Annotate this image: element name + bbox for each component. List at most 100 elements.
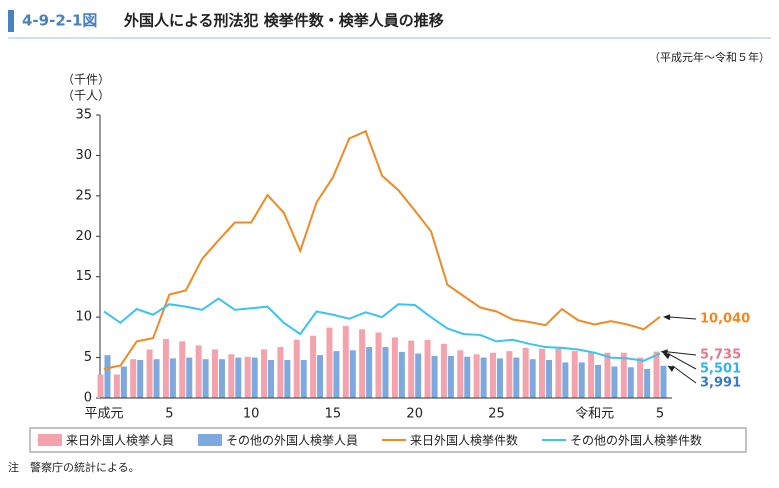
header-bar [8, 10, 14, 32]
bar [251, 357, 258, 398]
legend-swatch [38, 434, 62, 446]
y-label: （千人） [62, 89, 110, 103]
bar [644, 368, 651, 398]
y-label: （千件） [62, 73, 110, 87]
value-label: 5,735 [700, 348, 741, 363]
bar [186, 357, 193, 398]
x-tick-label: 15 [325, 407, 342, 422]
bar [179, 341, 186, 398]
bar [546, 359, 553, 398]
value-label: 3,991 [700, 376, 741, 391]
bar [211, 349, 218, 398]
bar [375, 332, 382, 398]
bar [627, 367, 634, 398]
bar [496, 358, 503, 398]
bar [146, 349, 153, 398]
chart-title: 外国人による刑法犯 検挙件数・検挙人員の推移 [123, 12, 444, 30]
bar [317, 355, 324, 398]
bar [660, 365, 667, 398]
bar [562, 362, 569, 398]
x-tick-label: 令和元 [575, 407, 614, 422]
y-tick-label: 30 [75, 148, 92, 163]
x-tick-label: 25 [488, 407, 505, 422]
bar [637, 357, 644, 398]
bar [620, 352, 627, 398]
x-tick-label: 10 [243, 407, 260, 422]
bar [113, 374, 120, 398]
bar [244, 356, 251, 398]
x-tick-label: 5 [165, 407, 173, 422]
bar [137, 359, 144, 398]
bar [457, 350, 464, 398]
line [103, 297, 661, 362]
legend-box [29, 427, 747, 453]
y-tick-label: 0 [84, 391, 92, 406]
pointer-head [663, 353, 671, 360]
bar [473, 354, 480, 398]
note: 注 警察庁の統計による。 [8, 460, 140, 474]
y-tick-label: 15 [75, 269, 92, 284]
legend-label: 来日外国人検挙人員 [66, 434, 174, 448]
bar [464, 356, 471, 398]
pointer-head [663, 314, 671, 321]
bar [398, 351, 405, 398]
bar [506, 351, 513, 398]
y-tick-label: 10 [75, 310, 92, 325]
bar [284, 359, 291, 398]
x-tick-label: 5 [656, 407, 664, 422]
y-tick-label: 5 [84, 350, 92, 365]
y-tick-label: 20 [75, 229, 92, 244]
bar [595, 364, 602, 398]
pointer [672, 365, 697, 384]
bar [522, 347, 529, 398]
bar [235, 357, 242, 398]
line [103, 129, 661, 370]
value-label: 10,040 [700, 312, 750, 327]
bar [130, 359, 137, 398]
pointer-head [667, 365, 676, 372]
legend-label: その他の外国人検挙件数 [570, 433, 702, 448]
bar [359, 329, 366, 398]
bar [391, 337, 398, 398]
bar [578, 362, 585, 398]
y-tick-label: 25 [75, 188, 92, 203]
x-tick-label: 20 [406, 407, 423, 422]
bar [555, 348, 562, 398]
legend-label: その他の外国人検挙人員 [226, 434, 358, 448]
bar [366, 347, 373, 398]
pointer [667, 316, 697, 320]
bar [326, 327, 333, 398]
bar [431, 355, 438, 398]
bar [480, 357, 487, 398]
bar [539, 348, 546, 398]
pointer [665, 351, 697, 356]
bar [513, 357, 520, 398]
bar [228, 354, 235, 398]
value-label: 5,501 [700, 362, 741, 377]
bar [268, 359, 275, 398]
bar [382, 347, 389, 398]
bar [104, 355, 111, 398]
bar [611, 366, 618, 398]
bar [604, 352, 611, 398]
bar [529, 359, 536, 398]
bar [571, 351, 578, 398]
bar [447, 355, 454, 398]
x-tick-label: 平成元 [84, 407, 123, 422]
bar [97, 374, 104, 398]
bar [653, 351, 660, 398]
subtitle: （平成元年～令和５年） [649, 50, 770, 64]
bar [261, 349, 268, 398]
bar [588, 352, 595, 398]
bar [489, 352, 496, 398]
bar [218, 359, 225, 398]
bar [342, 326, 349, 398]
bar [408, 340, 415, 398]
bar [202, 359, 209, 398]
bar [300, 359, 307, 398]
bar [349, 350, 356, 398]
bar [169, 358, 176, 398]
bar [440, 343, 447, 398]
figure-number: 4-9-2-1図 [22, 12, 97, 30]
